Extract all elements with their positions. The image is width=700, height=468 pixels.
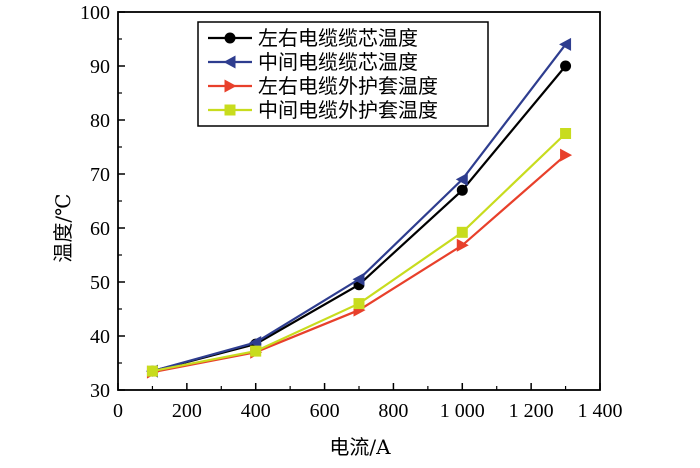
x-tick-label: 200: [172, 400, 202, 422]
data-point: [456, 226, 468, 238]
data-point: [456, 184, 468, 196]
x-tick-label: 800: [378, 400, 408, 422]
legend-item: 中间电缆外护套温度: [208, 98, 438, 122]
data-point: [560, 128, 572, 139]
legend-item: 中间电缆缆芯温度: [208, 50, 418, 74]
legend-marker: [224, 32, 236, 44]
x-tick-label: 1 200: [509, 400, 554, 422]
series-3: [146, 148, 573, 379]
y-tick-label: 40: [90, 326, 110, 348]
data-point: [560, 148, 573, 162]
series-line: [152, 154, 567, 374]
x-axis-title: 电流/A: [329, 435, 391, 459]
data-point: [456, 238, 469, 252]
data-point: [146, 365, 158, 377]
x-tick-label: 1 400: [578, 400, 623, 422]
y-tick-label: 100: [80, 2, 110, 24]
x-tick-label: 1 000: [440, 400, 485, 422]
legend-marker: [224, 104, 236, 116]
y-tick-label: 70: [90, 164, 110, 186]
y-tick-label: 30: [90, 380, 110, 402]
data-point: [560, 60, 572, 72]
y-tick-label: 90: [90, 56, 110, 78]
legend-label: 中间电缆外护套温度: [258, 98, 438, 122]
y-tick-label: 60: [90, 218, 110, 240]
legend-label: 左右电缆缆芯温度: [258, 26, 418, 50]
plot-area: 0 200 400 600 800 1 000 1 200 1 400 30 40 50 60 70 80…: [80, 2, 623, 422]
legend-marker: [224, 79, 237, 93]
legend-box: [197, 21, 489, 127]
data-point: [455, 172, 468, 186]
legend-label: 左右电缆外护套温度: [258, 74, 438, 98]
legend-marker: [223, 55, 236, 69]
x-tick-label: 600: [310, 400, 340, 422]
series-4: [146, 128, 572, 377]
x-tick-label: 400: [241, 400, 271, 422]
data-point: [559, 37, 572, 51]
series-line: [152, 132, 567, 373]
legend-label: 中间电缆缆芯温度: [258, 50, 418, 74]
data-point: [250, 345, 262, 357]
data-point: [352, 272, 365, 286]
y-axis-title: 温度/℃: [51, 193, 75, 262]
x-tick-label: 0: [113, 400, 123, 422]
y-tick-label: 80: [90, 110, 110, 132]
legend-item: 左右电缆外护套温度: [208, 74, 438, 98]
y-tick-label: 50: [90, 272, 110, 294]
data-point: [353, 298, 365, 310]
legend-item: 左右电缆缆芯温度: [208, 26, 418, 50]
series-layer: [145, 37, 573, 379]
